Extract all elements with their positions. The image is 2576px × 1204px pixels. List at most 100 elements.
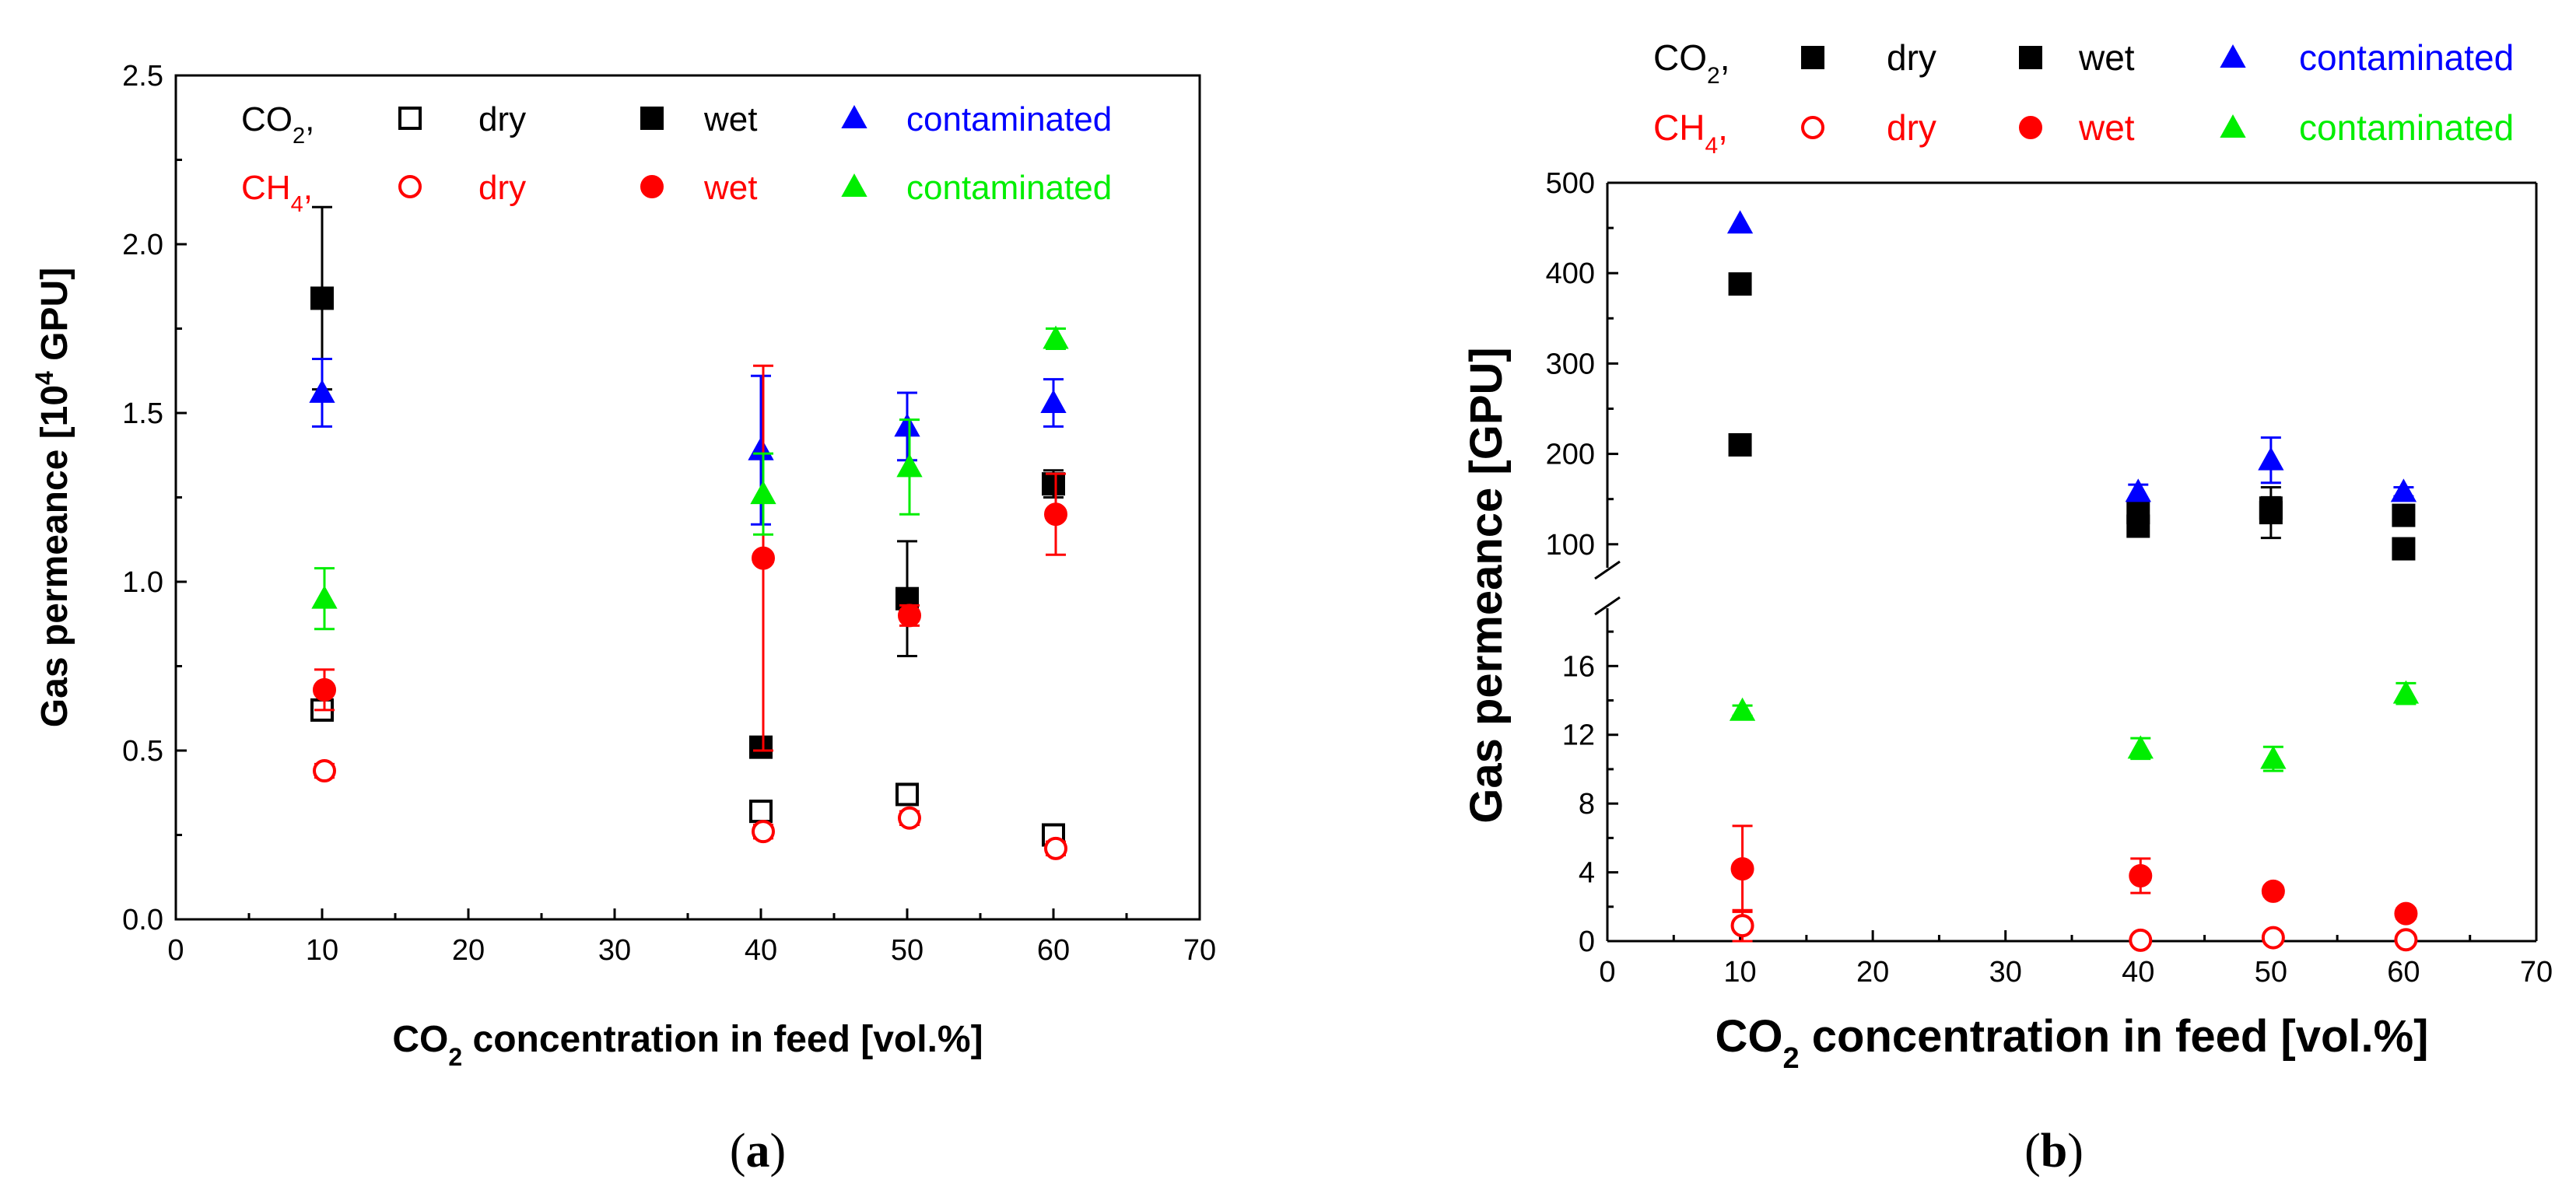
series-ch4-dry — [313, 759, 1067, 860]
legend-entry-label: dry — [478, 169, 526, 207]
data-point — [2126, 501, 2150, 525]
data-point — [310, 286, 334, 310]
label-text: CO — [1716, 1011, 1783, 1062]
label-text: , — [1720, 37, 1730, 78]
data-point — [309, 379, 335, 403]
legend-marker — [2220, 114, 2246, 138]
legend-marker — [398, 107, 422, 130]
series-co2-contaminated — [309, 358, 1067, 526]
data-point — [1044, 836, 1067, 860]
x-tick-label: 30 — [1989, 956, 2022, 989]
y-tick-label: 0 — [1579, 926, 1595, 958]
series-co2-wet — [310, 205, 1065, 759]
legend-gas-label: CO2, — [241, 100, 314, 149]
legend-marker — [2220, 44, 2246, 68]
label-subscript: 4 — [291, 192, 303, 217]
data-point — [1040, 389, 1067, 413]
legend-marker — [841, 173, 867, 197]
panel-label: (b) — [2024, 1125, 2084, 1178]
label-text: , — [303, 169, 313, 207]
series-ch4-wet — [1730, 824, 2418, 926]
series-ch4-contaminated — [311, 325, 1069, 631]
series-ch4-contaminated — [1729, 680, 2420, 772]
series-ch4-wet — [313, 364, 1067, 752]
data-point — [1730, 914, 1754, 938]
x-tick-label: 70 — [1183, 934, 1216, 967]
label-text: CH — [1653, 107, 1705, 148]
y-tick-label: 0.0 — [122, 904, 163, 936]
y-tick-label: 8 — [1579, 788, 1595, 821]
legend-entry-label: wet — [2078, 37, 2135, 78]
y-tick-label: 2.5 — [122, 60, 163, 93]
label-text: Gas permeance [10 — [34, 385, 75, 727]
legend-entry-label: contaminated — [906, 169, 1112, 207]
x-tick-label: 20 — [452, 934, 485, 967]
axis-break-mark — [1594, 596, 1621, 616]
data-point — [2259, 496, 2283, 520]
data-point — [1726, 210, 1754, 234]
data-point — [752, 546, 775, 570]
y-tick-label: 4 — [1579, 857, 1595, 890]
data-point — [750, 481, 776, 505]
panel-label: (a) — [730, 1125, 786, 1178]
data-point — [898, 604, 921, 628]
x-tick-label: 20 — [1856, 956, 1889, 989]
panel-label-letter: a — [746, 1125, 770, 1178]
data-point — [2260, 745, 2287, 769]
legend-marker — [1801, 46, 1824, 69]
label-text: , — [305, 100, 314, 138]
x-tick-label: 60 — [2387, 956, 2420, 989]
y-tick-label: 0.5 — [122, 735, 163, 768]
series-ch4-dry — [1730, 908, 2418, 952]
panel-label-text: ) — [2067, 1125, 2084, 1178]
legend-marker — [640, 175, 664, 198]
legend-marker — [1801, 116, 1824, 139]
label-subscript: 2 — [293, 124, 305, 149]
y-tick-label: 1.0 — [122, 566, 163, 599]
data-point — [894, 413, 920, 437]
legend: CO2, dry wet contaminated CH4, dry wet contamin… — [1653, 37, 2514, 159]
data-point — [1730, 857, 1754, 881]
data-point — [2392, 680, 2420, 704]
series-co2-contaminated — [1726, 210, 2417, 502]
legend-marker — [2019, 116, 2042, 139]
label-text: concentration in feed [vol.%] — [462, 1019, 983, 1060]
label-text: , — [1718, 107, 1728, 148]
x-tick-label: 70 — [2520, 956, 2553, 989]
legend-gas-label: CH4, — [1653, 107, 1728, 159]
data-point — [2261, 926, 2285, 950]
x-tick-label: 0 — [1599, 956, 1615, 989]
legend-gas-label: CO2, — [1653, 37, 1730, 89]
x-tick-label: 30 — [598, 934, 631, 967]
legend-entry-label: contaminated — [2299, 37, 2514, 78]
label-text: GPU] — [34, 268, 75, 371]
y-tick-label: 300 — [1546, 348, 1595, 380]
data-point — [313, 677, 336, 702]
label-subscript: 2 — [1707, 63, 1720, 89]
legend-marker — [2019, 46, 2042, 69]
data-point — [313, 759, 336, 783]
axis-break-mark — [1594, 560, 1621, 580]
y-tick-label: 2.0 — [122, 229, 163, 261]
series-co2-wet — [1728, 272, 2416, 527]
data-point — [896, 453, 923, 478]
data-point — [2258, 446, 2284, 471]
label-subscript: 4 — [1705, 133, 1718, 159]
y-tick-label: 1.5 — [122, 397, 163, 430]
x-tick-label: 10 — [306, 934, 338, 967]
data-point — [2261, 879, 2285, 903]
series-co2-dry — [310, 698, 1065, 847]
panel-label-letter: b — [2041, 1125, 2067, 1178]
label-text: Gas permeance [GPU] — [1461, 347, 1512, 823]
data-point — [748, 436, 774, 460]
x-tick-label: 60 — [1037, 934, 1070, 967]
legend-entry-label: dry — [1887, 37, 1936, 78]
data-point — [749, 735, 773, 759]
y-tick-label: 16 — [1562, 650, 1595, 683]
data-point — [898, 806, 921, 830]
y-tick-label: 500 — [1546, 167, 1595, 200]
data-point — [2392, 503, 2416, 527]
x-tick-label: 10 — [1723, 956, 1756, 989]
